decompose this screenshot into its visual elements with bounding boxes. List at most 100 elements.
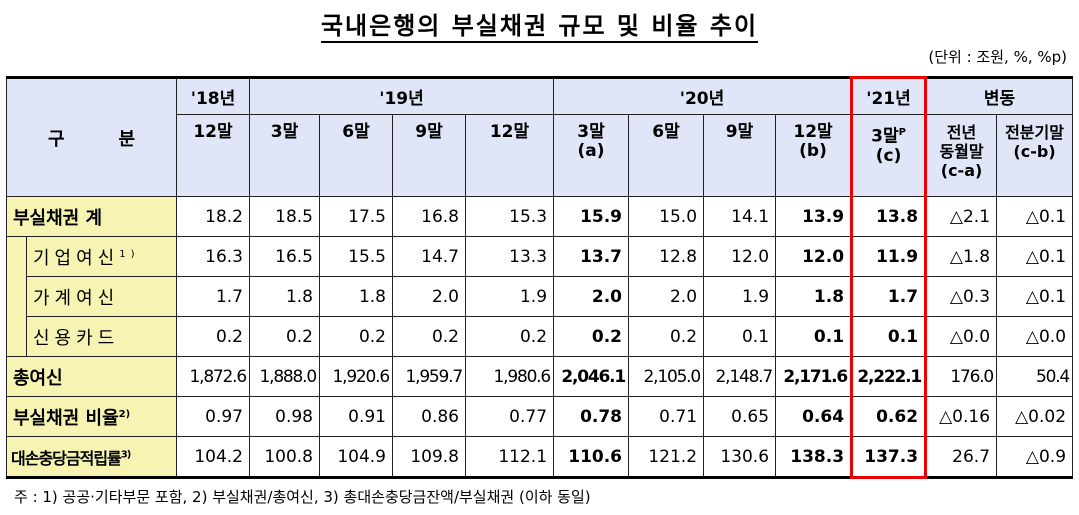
period-header: 6말: [628, 114, 705, 197]
table-row: 부실채권 계 18.2 18.5 17.5 16.8 15.3 15.9 15.0 14.1 13…: [6, 196, 1074, 237]
footnote-ref: 2): [118, 408, 131, 420]
cell-value: 0.77: [464, 396, 555, 437]
footnote-ref: 3): [120, 449, 131, 461]
cell-value: 50.4: [996, 356, 1074, 397]
cell-value: 12.0: [775, 236, 853, 277]
cell-value: 2.0: [553, 276, 630, 317]
period-header: 12말: [176, 114, 250, 197]
cell-value: 1.7: [850, 276, 928, 317]
cell-value: 137.3: [850, 436, 928, 479]
npl-table: 구 분 '18년 '19년 '20년 '21년 변동 12말 3말 6말 9말 12말 3…: [6, 76, 1074, 479]
year-header: '18년: [176, 77, 250, 115]
year-header: '20년: [553, 77, 853, 115]
cell-value: 2.0: [628, 276, 705, 317]
period-header: 6말: [319, 114, 393, 197]
cell-value: 0.2: [553, 316, 630, 357]
row-label: 신용카드: [26, 316, 177, 357]
cell-value: 15.3: [464, 196, 555, 237]
row-label: 총여신: [6, 356, 177, 397]
cell-value: 18.2: [176, 196, 250, 237]
cell-value: 0.2: [464, 316, 555, 357]
page-title: 국내은행의 부실채권 규모 및 비율 추이: [0, 6, 1079, 43]
cell-value: 14.1: [703, 196, 777, 237]
change-header: 변동: [925, 77, 1074, 115]
cell-value: 13.8: [850, 196, 928, 237]
cell-value: 0.62: [850, 396, 928, 437]
period-header: 12말: [464, 114, 555, 197]
cell-value: 16.8: [392, 196, 466, 237]
year-header: '19년: [248, 77, 555, 115]
period-header: 12말 (b): [775, 114, 853, 197]
cell-value: △0.02: [996, 396, 1074, 437]
cell-value: 0.1: [775, 316, 853, 357]
period-header: 9말: [703, 114, 777, 197]
cell-value: 26.7: [925, 436, 998, 478]
table-row: 기업여신1) 16.3 16.5 15.5 14.7 13.3 13.7 12.8 12.0 12…: [6, 236, 1074, 277]
period-header: 3말 (a): [553, 114, 630, 197]
cell-value: △0.3: [925, 276, 998, 317]
row-label: 대손충당금적립률3): [6, 436, 177, 478]
cell-value: 13.9: [775, 196, 853, 237]
row-label: 가계여신: [26, 276, 177, 317]
cell-value: 0.64: [775, 396, 853, 437]
period-header: 전분기말 (c-b): [996, 114, 1074, 197]
row-label: 부실채권 계: [6, 196, 177, 237]
cell-value: 16.3: [176, 236, 250, 277]
cell-value: 1,959.7: [392, 356, 466, 397]
table-row: 신용카드 0.2 0.2 0.2 0.2 0.2 0.2 0.2 0.1 0.1 0.1 △0.0 △0…: [6, 316, 1074, 357]
cell-value: 11.9: [850, 236, 928, 277]
cell-value: 176.0: [925, 356, 998, 397]
preliminary-mark: P: [898, 127, 906, 138]
cell-value: △0.16: [925, 396, 998, 437]
cell-value: 1.8: [249, 276, 320, 317]
cell-value: 0.91: [319, 396, 393, 437]
cell-value: 110.6: [553, 436, 630, 478]
indent: [6, 276, 27, 317]
cell-value: 0.1: [703, 316, 777, 357]
period-label: (c): [875, 145, 902, 166]
cell-value: 17.5: [319, 196, 393, 237]
cell-value: △0.9: [996, 436, 1074, 478]
cell-value: 138.3: [775, 436, 853, 478]
cell-value: 0.1: [850, 316, 928, 357]
table-row: 대손충당금적립률3) 104.2 100.8 104.9 109.8 112.1 110.6…: [6, 436, 1074, 479]
cell-value: 0.86: [392, 396, 466, 437]
indent: [6, 236, 27, 277]
cell-value: 15.0: [628, 196, 705, 237]
cell-value: 104.2: [176, 436, 250, 478]
period-header: 3말: [249, 114, 320, 197]
cell-value: 109.8: [392, 436, 466, 478]
cell-value: 2,222.1: [850, 356, 928, 397]
period-header: 3말P (c): [850, 114, 928, 197]
footnote-ref: 1): [119, 248, 140, 260]
cell-value: 0.2: [628, 316, 705, 357]
unit-label: (단위 : 조원, %, %p): [928, 48, 1067, 66]
footnote: 주 : 1) 공공·기타부문 포함, 2) 부실채권/총여신, 3) 총대손충당…: [14, 488, 591, 506]
cell-value: 0.2: [319, 316, 393, 357]
cell-value: △0.1: [996, 236, 1074, 277]
cell-value: 13.7: [553, 236, 630, 277]
cell-value: 2.0: [392, 276, 466, 317]
cell-value: 12.0: [703, 236, 777, 277]
cell-value: △0.1: [996, 196, 1074, 237]
cell-value: 0.78: [553, 396, 630, 437]
cell-value: 1,872.6: [176, 356, 250, 397]
cell-value: 1,920.6: [319, 356, 393, 397]
table-row: 총여신 1,872.6 1,888.0 1,920.6 1,959.7 1,980.6 2,…: [6, 356, 1074, 397]
cell-value: 0.97: [176, 396, 250, 437]
cell-value: 121.2: [628, 436, 705, 478]
cell-value: 2,171.6: [775, 356, 853, 397]
cell-value: 0.71: [628, 396, 705, 437]
period-header: 전년 동월말 (c-a): [925, 114, 998, 197]
cell-value: 0.2: [249, 316, 320, 357]
period-header: 9말: [392, 114, 466, 197]
table-row: 부실채권 비율2) 0.97 0.98 0.91 0.86 0.77 0.78 0.71 0.6…: [6, 396, 1074, 437]
period-label: 3말: [871, 126, 899, 147]
cell-value: 2,148.7: [703, 356, 777, 397]
cell-value: 0.65: [703, 396, 777, 437]
cell-value: △0.0: [925, 316, 998, 357]
cell-value: 14.7: [392, 236, 466, 277]
cell-value: 1.8: [775, 276, 853, 317]
cell-value: 1,888.0: [249, 356, 320, 397]
cell-value: 104.9: [319, 436, 393, 478]
